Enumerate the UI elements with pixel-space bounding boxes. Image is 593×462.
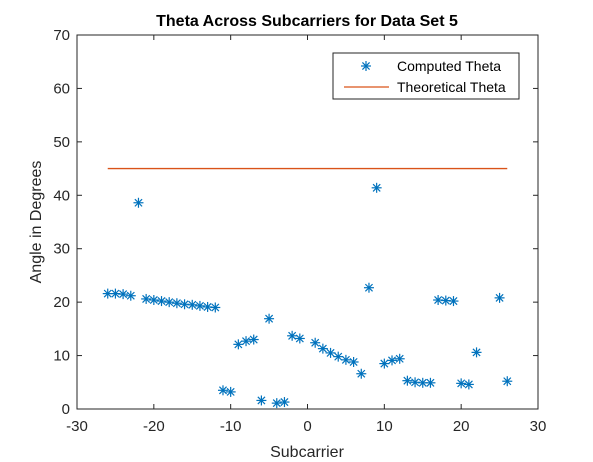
computed-theta-point [256,395,267,406]
computed-theta-point [248,334,259,345]
computed-theta-point [379,358,390,369]
chart-title: Theta Across Subcarriers for Data Set 5 [156,13,458,30]
computed-theta-point [363,282,374,293]
legend-asterisk-marker [361,61,371,71]
computed-theta-point [402,375,413,386]
y-tick-label: 0 [62,401,70,418]
computed-theta-point [494,292,505,303]
computed-theta-point [387,355,398,366]
computed-theta-point [133,197,144,208]
computed-theta-point [348,356,359,367]
computed-theta-point [156,296,167,307]
computed-theta-point [287,330,298,341]
computed-theta-point [171,298,182,309]
computed-theta-point [356,368,367,379]
y-axis: 0 10 20 30 40 50 60 70 [53,27,538,418]
computed-theta-point [264,313,275,324]
y-tick-label: 40 [53,187,70,204]
computed-theta-point [333,351,344,362]
x-tick-label: -30 [66,418,88,435]
computed-theta-point [225,386,236,397]
computed-theta-point [271,398,282,409]
x-axis-label: Subcarrier [270,444,344,461]
computed-theta-point [471,347,482,358]
computed-theta-point [502,376,513,387]
computed-theta-point [279,397,290,408]
x-axis: -30 -20 -10 0 10 20 30 [66,35,546,435]
computed-theta-point [141,293,152,304]
legend-label-theoretical-theta: Theoretical Theta [397,79,506,95]
computed-theta-point [310,337,321,348]
data-series [102,167,513,409]
computed-theta-point [340,354,351,365]
computed-theta-point [118,289,129,300]
y-axis-label: Angle in Degrees [28,161,45,284]
computed-theta-point [148,295,159,306]
computed-theta-point [210,302,221,313]
computed-theta-point [448,296,459,307]
y-tick-label: 30 [53,241,70,258]
computed-theta-point [417,377,428,388]
x-tick-label: 30 [530,418,547,435]
computed-theta-point [456,378,467,389]
x-tick-label: -20 [143,418,165,435]
legend: Computed Theta Theoretical Theta [332,52,520,100]
computed-theta-point [217,385,228,396]
x-tick-label: 20 [453,418,470,435]
computed-theta-point [394,353,405,364]
computed-theta-point [187,299,198,310]
computed-theta-point [463,379,474,390]
computed-theta-point [233,339,244,350]
y-tick-label: 10 [53,348,70,365]
legend-label-computed-theta: Computed Theta [397,58,501,74]
computed-theta-point [425,377,436,388]
y-tick-label: 60 [53,80,70,97]
legend-marker-computed-theta [361,61,371,71]
legend-box [332,52,520,100]
computed-theta-point [194,300,205,311]
computed-theta-point [125,290,136,301]
computed-theta-point [164,297,175,308]
x-tick-label: 0 [303,418,311,435]
y-tick-label: 70 [53,27,70,44]
x-tick-label: 10 [376,418,393,435]
computed-theta-point [110,288,121,299]
computed-theta-point [241,336,252,347]
computed-theta-point [317,343,328,354]
y-tick-label: 50 [53,134,70,151]
y-tick-label: 20 [53,294,70,311]
computed-theta-point [371,182,382,193]
x-tick-label: -10 [220,418,242,435]
computed-theta-point [433,295,444,306]
computed-theta-point [294,333,305,344]
computed-theta-point [325,347,336,358]
